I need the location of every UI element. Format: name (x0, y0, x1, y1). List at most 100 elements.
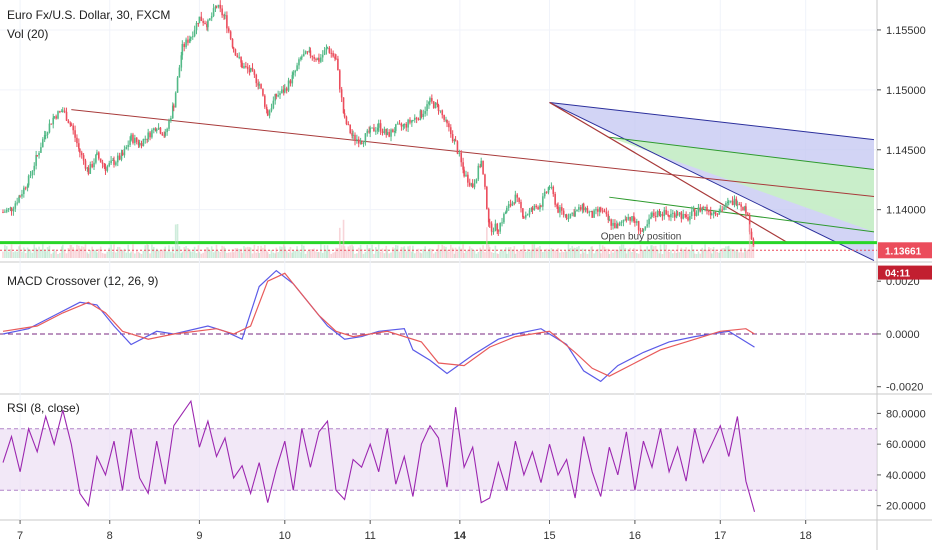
volume-bar (735, 251, 738, 258)
volume-bar (159, 250, 162, 258)
candle-body (283, 88, 286, 93)
candle-body (617, 224, 619, 226)
volume-bar (451, 247, 454, 258)
annotation-label: Open buy position (601, 232, 682, 243)
volume-bar (550, 248, 553, 258)
candle-body (127, 144, 129, 147)
volume-bar (678, 252, 681, 258)
candle-body (207, 20, 209, 28)
volume-bar (648, 249, 650, 258)
volume-bar (588, 250, 591, 258)
volume-bar (637, 253, 640, 258)
volume-bar (716, 251, 719, 258)
candle-body (55, 116, 57, 119)
candle-body (695, 212, 698, 216)
time-tick-label: 9 (196, 530, 202, 542)
candle-body (238, 56, 240, 58)
volume-bar (170, 251, 172, 258)
candle-body (599, 207, 602, 211)
volume-bar (29, 249, 32, 258)
candle-body (351, 132, 353, 136)
candle-body (496, 223, 499, 231)
candle-body (215, 6, 218, 8)
volume-bar (298, 249, 300, 258)
volume-bar (265, 250, 268, 258)
candle-body (556, 204, 558, 207)
volume-bar (377, 244, 380, 258)
volume-bar (50, 253, 53, 258)
candle-body (144, 138, 147, 140)
candle-body (571, 212, 574, 214)
volume-bar (403, 246, 406, 258)
candle-body (654, 215, 657, 217)
volume-bar (599, 253, 602, 258)
candle-body (2, 212, 4, 214)
volume-bar (564, 250, 567, 258)
candle-body (140, 143, 143, 147)
candle-body (658, 210, 661, 216)
channel-bottom-line[interactable] (549, 101, 875, 262)
candle-body (357, 139, 360, 144)
candle-body (10, 207, 13, 212)
volume-bar (289, 246, 292, 258)
volume-bar (393, 248, 396, 258)
candle-body (642, 229, 645, 232)
candle-body (576, 209, 578, 212)
volume-bar (545, 248, 548, 258)
volume-bar (471, 251, 474, 258)
candle-body (181, 44, 184, 56)
candle-body (82, 155, 85, 161)
candle-body (104, 167, 107, 171)
candle-body (516, 194, 519, 198)
volume-bar (436, 248, 439, 258)
volume-bar (155, 248, 158, 258)
candle-body (176, 77, 179, 93)
trend-line[interactable] (71, 109, 875, 197)
volume-bar (526, 249, 529, 258)
candle-body (35, 155, 37, 166)
volume-bar (586, 253, 589, 258)
volume-bar (206, 247, 208, 258)
candle-body (338, 70, 341, 90)
candle-body (296, 65, 298, 71)
candle-body (633, 216, 635, 222)
volume-bar (135, 250, 138, 258)
green-channel-bottom-line[interactable] (609, 196, 875, 233)
channel-top-line[interactable] (549, 101, 875, 141)
volume-bar (477, 251, 480, 258)
countdown-label: 04:11 (885, 269, 910, 280)
drawings[interactable]: Open buy position (0, 101, 877, 262)
descending-trend-line[interactable] (549, 101, 789, 244)
candle-body (272, 100, 275, 109)
candle-body (291, 74, 294, 84)
candle-body (110, 160, 112, 164)
candle-body (624, 219, 627, 221)
volume-bar (383, 253, 386, 258)
volume-bar (330, 253, 333, 258)
candle-body (59, 111, 61, 113)
candle-body (161, 133, 164, 136)
volume-bar (157, 250, 160, 258)
candle-body (581, 203, 584, 210)
volume-bar (308, 250, 311, 258)
candle-body (360, 142, 363, 144)
volume-bar (697, 251, 700, 258)
candle-body (321, 54, 324, 58)
volume-bar (221, 245, 223, 258)
candle-body (5, 209, 8, 212)
volume-bar (38, 246, 40, 258)
candle-body (528, 210, 531, 215)
candle-body (752, 239, 755, 247)
volume-bar (673, 250, 676, 258)
volume-bar (223, 246, 225, 258)
volume-bar (369, 248, 371, 258)
green-channel-top-line[interactable] (609, 136, 875, 171)
volume-bar (642, 249, 645, 258)
volume-bar (530, 249, 533, 258)
volume-bar (26, 247, 29, 258)
candle-body (569, 213, 572, 219)
candle-body (343, 113, 346, 117)
volume-bar (584, 248, 587, 258)
volume-bar (176, 224, 179, 258)
